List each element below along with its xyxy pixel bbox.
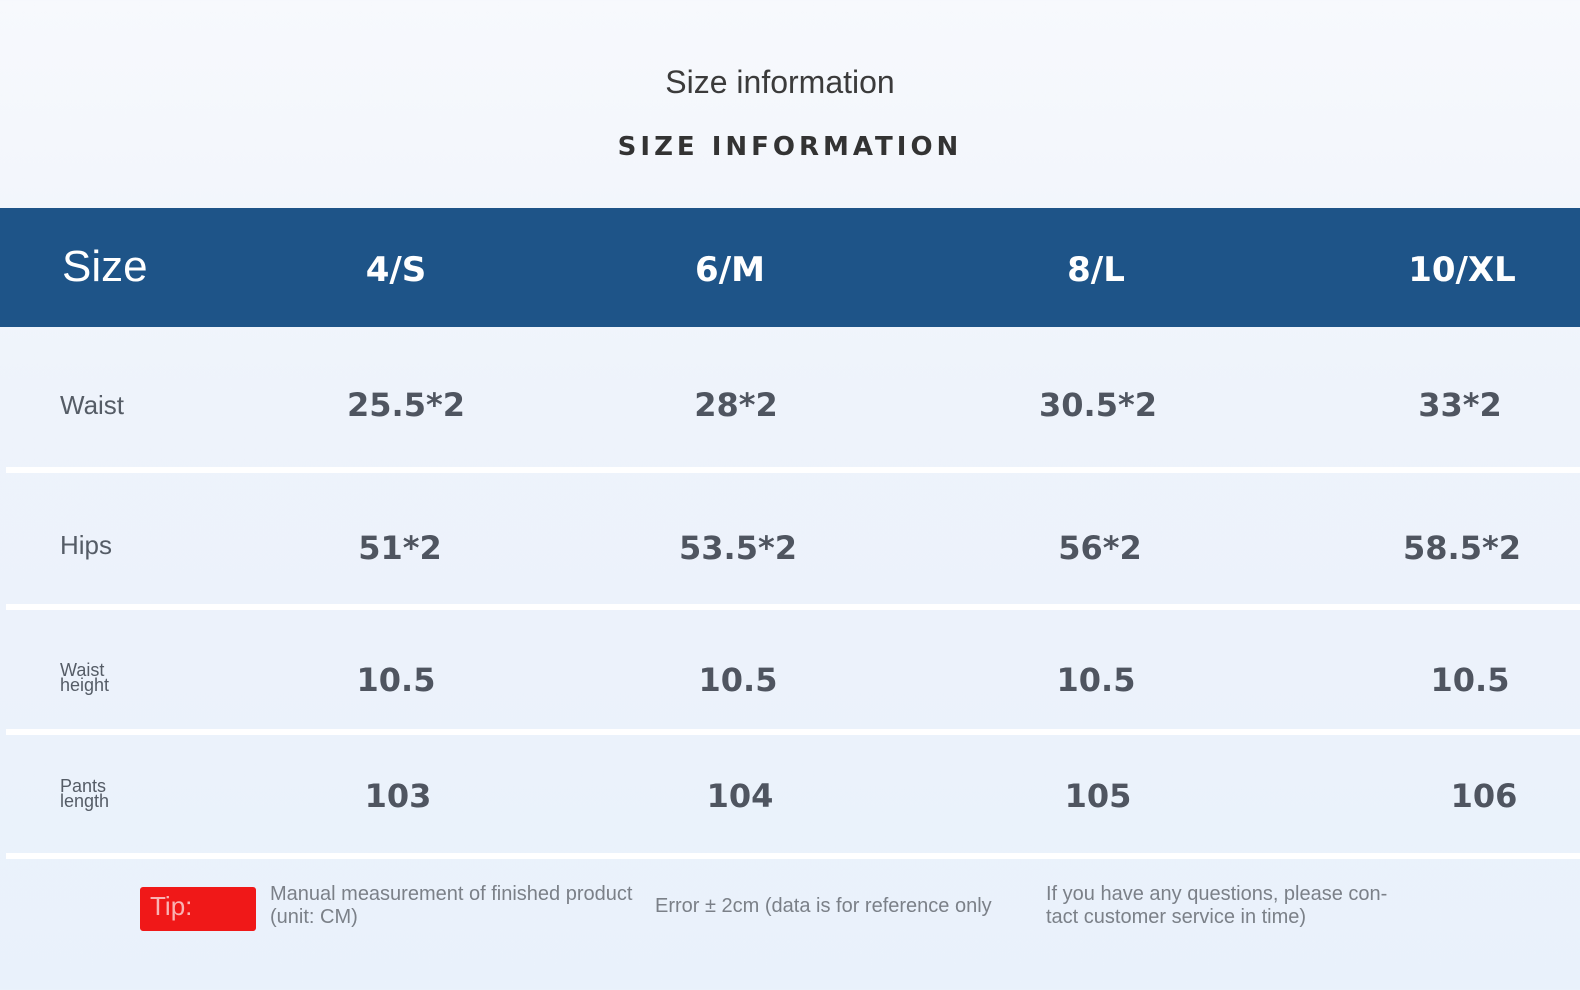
table-cell: 104	[706, 777, 774, 815]
note-line: (unit: CM)	[270, 906, 358, 928]
table-cell: 33*2	[1418, 386, 1502, 424]
header-size-m: 6/M	[695, 250, 765, 290]
row-label-waist-height: Waist height	[60, 660, 110, 695]
note-contact: If you have any questions, please con- t…	[1046, 883, 1387, 929]
table-cell: 58.5*2	[1403, 529, 1521, 567]
table-header: Size 4/S 6/M 8/L 10/XL	[0, 208, 1580, 327]
table-cell: 103	[364, 777, 432, 815]
table-cell: 25.5*2	[347, 386, 465, 424]
header-size-s: 4/S	[365, 250, 427, 290]
header-size-xl: 10/XL	[1408, 250, 1516, 290]
table-cell: 10.5	[1056, 661, 1136, 699]
tip-badge: Tip:	[140, 887, 256, 931]
row-label-line: length	[60, 791, 110, 811]
table-cell: 56*2	[1058, 529, 1142, 567]
note-measurement: Manual measurement of finished product (…	[270, 883, 632, 929]
page-title: Size information	[665, 64, 895, 100]
row-divider	[6, 604, 1580, 610]
row-label-line: Waist	[60, 660, 105, 680]
row-label-waist: Waist	[60, 390, 125, 420]
note-line: tact customer service in time)	[1046, 906, 1307, 928]
table-cell: 53.5*2	[679, 529, 797, 567]
note-line: If you have any questions, please con-	[1046, 883, 1388, 905]
note-error: Error ± 2cm (data is for reference only	[655, 895, 992, 917]
row-divider	[6, 853, 1580, 859]
tip-label: Tip:	[150, 891, 193, 921]
table-cell: 105	[1064, 777, 1132, 815]
table-cell: 30.5*2	[1039, 386, 1157, 424]
table-cell: 106	[1450, 777, 1518, 815]
row-label-line: Pants	[60, 776, 107, 796]
header-size-label: Size	[62, 242, 148, 291]
table-cell: 10.5	[1430, 661, 1510, 699]
header-size-l: 8/L	[1067, 250, 1125, 290]
table-cell: 51*2	[358, 529, 442, 567]
row-divider	[6, 729, 1580, 735]
table-cell: 10.5	[698, 661, 778, 699]
row-label-hips: Hips	[60, 530, 113, 560]
row-label-line: height	[60, 675, 110, 695]
row-divider	[6, 467, 1580, 473]
note-line: Manual measurement of finished product	[270, 883, 633, 905]
table-cell: 28*2	[694, 386, 778, 424]
row-label-pants-length: Pants length	[60, 776, 110, 811]
table-cell: 10.5	[356, 661, 436, 699]
page-subtitle: SIZE INFORMATION	[617, 132, 963, 162]
